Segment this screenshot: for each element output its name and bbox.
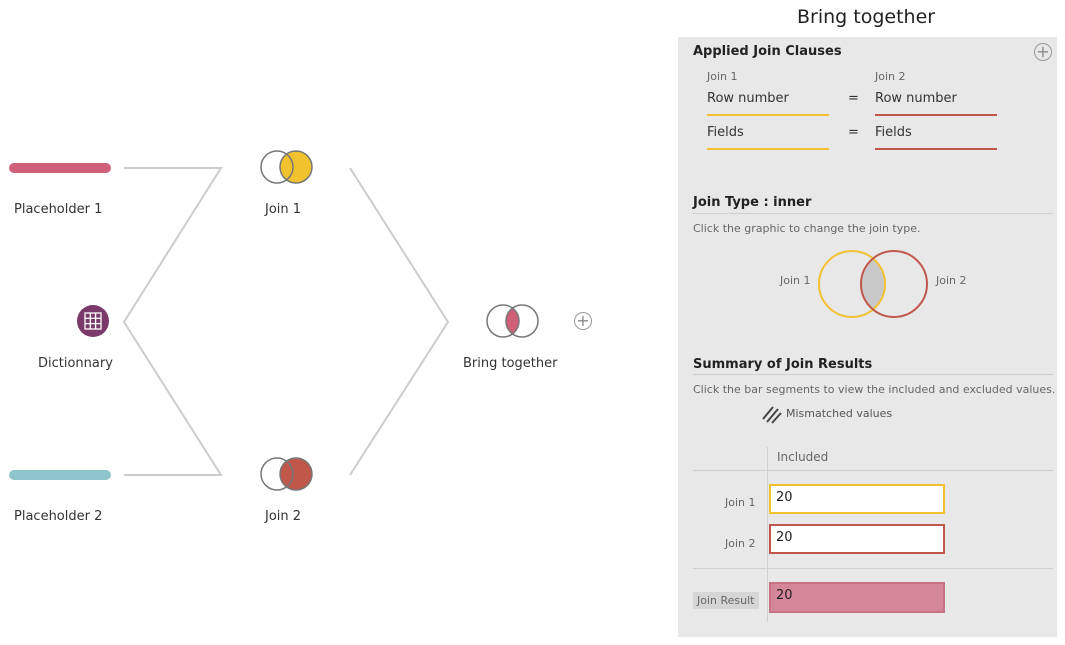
flow-canvas bbox=[9, 150, 539, 491]
join-2-node[interactable] bbox=[260, 457, 313, 491]
join-1-node[interactable] bbox=[260, 150, 313, 184]
results-axis bbox=[767, 447, 768, 622]
join-type-title: Join Type : inner bbox=[693, 195, 812, 210]
node-label: Bring together bbox=[463, 356, 558, 371]
clause-1-left-field[interactable]: Row number bbox=[707, 91, 789, 106]
panel-title: Bring together bbox=[797, 6, 936, 28]
join-result-bar[interactable]: 20 bbox=[769, 582, 945, 613]
divider bbox=[693, 470, 1053, 471]
summary-hint: Click the bar segments to view the inclu… bbox=[693, 383, 1056, 396]
row-label-join-1: Join 1 bbox=[725, 496, 756, 509]
hatch-pattern-icon bbox=[762, 406, 782, 424]
right-join-icon bbox=[279, 150, 313, 184]
clause-1-right-underline bbox=[875, 114, 997, 116]
row-label-join-2: Join 2 bbox=[725, 537, 756, 550]
join-result-label: Join Result bbox=[693, 592, 759, 609]
clause-2-right-underline bbox=[875, 148, 997, 150]
clause-2-right-field[interactable]: Fields bbox=[875, 125, 912, 140]
divider bbox=[693, 213, 1053, 214]
join-type-hint: Click the graphic to change the join typ… bbox=[693, 222, 921, 235]
node-label: Placeholder 2 bbox=[14, 509, 103, 524]
join-type-venn[interactable] bbox=[814, 245, 934, 323]
venn-left-label: Join 1 bbox=[780, 274, 811, 287]
node-label: Dictionnary bbox=[38, 356, 113, 371]
join-1-included-bar[interactable]: 20 bbox=[769, 484, 945, 514]
placeholder-2-node[interactable] bbox=[9, 470, 111, 480]
inner-join-icon bbox=[506, 305, 519, 337]
node-label: Placeholder 1 bbox=[14, 202, 103, 217]
node-label: Join 2 bbox=[265, 509, 302, 524]
join-2-included-bar[interactable]: 20 bbox=[769, 524, 945, 554]
summary-title: Summary of Join Results bbox=[693, 357, 873, 372]
included-header: Included bbox=[777, 450, 829, 464]
clause-1-right-field[interactable]: Row number bbox=[875, 91, 957, 106]
dictionary-node[interactable] bbox=[77, 305, 109, 337]
applied-join-clauses-title: Applied Join Clauses bbox=[693, 44, 842, 59]
join-settings-panel: Applied Join Clauses + Join 1 Join 2 Row… bbox=[678, 37, 1057, 637]
clause-2-left-underline bbox=[707, 148, 829, 150]
join-1-column-header: Join 1 bbox=[707, 70, 738, 83]
clause-2-operator[interactable]: = bbox=[848, 125, 859, 140]
flow-connectors bbox=[122, 167, 450, 476]
bring-together-node[interactable] bbox=[486, 304, 539, 338]
inner-join-intersection bbox=[861, 251, 885, 317]
clause-1-operator[interactable]: = bbox=[848, 91, 859, 106]
clause-2-left-field[interactable]: Fields bbox=[707, 125, 744, 140]
mismatched-values-label: Mismatched values bbox=[786, 407, 893, 420]
add-step-button[interactable]: + bbox=[574, 312, 592, 330]
add-clause-button[interactable]: + bbox=[1034, 43, 1052, 61]
right-join-icon bbox=[279, 457, 313, 491]
divider bbox=[693, 568, 1053, 569]
join-2-column-header: Join 2 bbox=[875, 70, 906, 83]
clause-1-left-underline bbox=[707, 114, 829, 116]
divider bbox=[693, 374, 1053, 375]
node-label: Join 1 bbox=[265, 202, 302, 217]
placeholder-1-node[interactable] bbox=[9, 163, 111, 173]
venn-right-label: Join 2 bbox=[936, 274, 967, 287]
table-grid-icon bbox=[84, 312, 102, 330]
